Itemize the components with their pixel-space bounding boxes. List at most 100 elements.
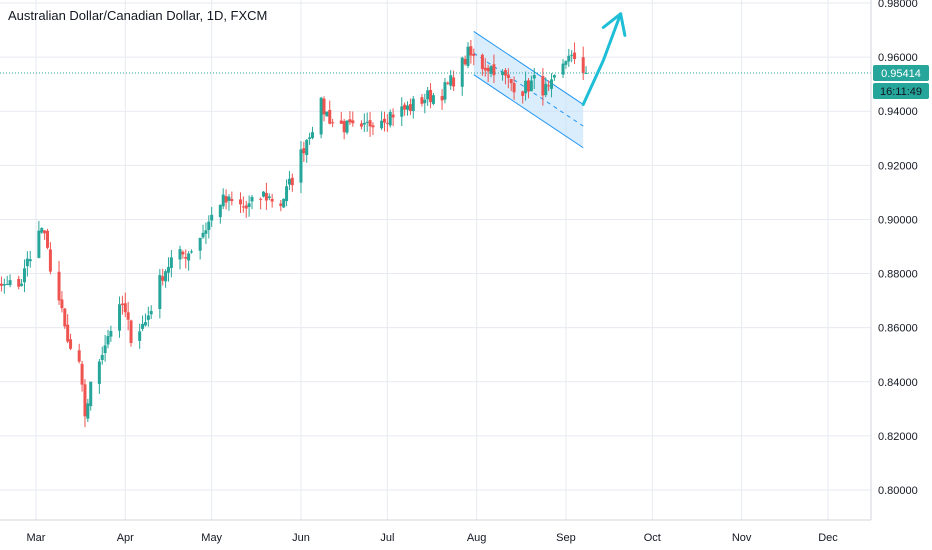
candle-body bbox=[342, 121, 346, 133]
candle-body bbox=[550, 79, 554, 89]
candle-body bbox=[339, 120, 343, 124]
price-tick-label: 0.84000 bbox=[878, 377, 918, 389]
candle-body bbox=[279, 203, 283, 206]
candle-body bbox=[331, 122, 335, 124]
last-price-tag: 0.95414 bbox=[873, 64, 929, 81]
candle-body bbox=[547, 85, 551, 87]
candle-body bbox=[308, 137, 312, 139]
candle-body bbox=[503, 70, 507, 76]
candle-body bbox=[443, 82, 447, 100]
candle-body bbox=[83, 384, 87, 417]
time-tick-label: Apr bbox=[117, 532, 134, 544]
candle-body bbox=[426, 90, 430, 100]
candle-body bbox=[250, 196, 254, 202]
candle-body bbox=[118, 304, 122, 331]
candle-body bbox=[544, 83, 548, 96]
candle-body bbox=[224, 196, 228, 203]
candle-body bbox=[259, 198, 263, 200]
time-tick-label: Aug bbox=[467, 532, 487, 544]
candle-body bbox=[164, 271, 168, 282]
candle-body bbox=[184, 256, 188, 259]
candle-body bbox=[60, 299, 64, 309]
candle-body bbox=[161, 276, 165, 281]
candle-body bbox=[227, 196, 231, 201]
candle-body bbox=[2, 284, 6, 286]
time-tick-label: Sep bbox=[556, 532, 576, 544]
candle-body bbox=[129, 320, 133, 343]
candle-body bbox=[359, 123, 363, 127]
candle-body bbox=[17, 278, 21, 287]
time-tick-label: Mar bbox=[27, 532, 46, 544]
candle-body bbox=[247, 203, 251, 207]
candle-body bbox=[80, 363, 84, 385]
candle-body bbox=[158, 275, 162, 309]
candle-body bbox=[382, 118, 386, 123]
chart-grid bbox=[0, 0, 871, 520]
candle-body bbox=[57, 271, 61, 301]
candle-body bbox=[483, 67, 487, 71]
price-tick-label: 0.92000 bbox=[878, 160, 918, 172]
candle-body bbox=[420, 97, 424, 104]
time-axis[interactable]: Mar Apr May Jun Jul Aug Sep Oct Nov Dec bbox=[27, 532, 839, 544]
candle-body bbox=[22, 268, 26, 283]
bar-countdown: 16:11:49 bbox=[880, 86, 922, 98]
candle-body bbox=[325, 111, 329, 117]
candle-body bbox=[472, 53, 476, 56]
candle-body bbox=[526, 80, 530, 92]
candle-body bbox=[570, 54, 574, 56]
candle-body bbox=[69, 339, 73, 349]
candle-body bbox=[40, 228, 44, 233]
candle-body bbox=[106, 336, 110, 345]
candle-body bbox=[322, 98, 326, 115]
candle-body bbox=[89, 381, 93, 407]
candle-body bbox=[362, 122, 366, 125]
candle-body bbox=[406, 105, 410, 110]
candle-body bbox=[561, 63, 565, 75]
candle-body bbox=[230, 199, 234, 202]
candle-body bbox=[238, 199, 242, 205]
candle-body bbox=[46, 230, 50, 248]
chart-title: Australian Dollar/Canadian Dollar, 1D, F… bbox=[8, 8, 267, 23]
candle-body bbox=[429, 89, 433, 103]
candle-body bbox=[43, 230, 47, 234]
candle-body bbox=[262, 191, 266, 197]
candle-body bbox=[264, 193, 268, 201]
candle-body bbox=[207, 221, 211, 231]
candle-body bbox=[25, 258, 29, 267]
candle-body bbox=[166, 267, 170, 273]
candle-body bbox=[463, 58, 467, 65]
candle-body bbox=[532, 75, 536, 79]
price-tick-label: 0.96000 bbox=[878, 52, 918, 64]
candle-body bbox=[452, 77, 456, 87]
candle-body bbox=[371, 125, 375, 128]
time-tick-label: Nov bbox=[732, 532, 752, 544]
candle-body bbox=[431, 95, 435, 104]
projection-arrow[interactable] bbox=[581, 12, 627, 106]
candle-body bbox=[348, 119, 352, 123]
candle-body bbox=[100, 354, 104, 361]
price-tick-label: 0.94000 bbox=[878, 106, 918, 118]
candle-body bbox=[388, 112, 392, 126]
candle-body bbox=[8, 280, 12, 286]
price-axis[interactable]: 0.80000 0.82000 0.84000 0.86000 0.88000 0.900… bbox=[878, 0, 918, 497]
candle-body bbox=[138, 331, 142, 341]
candle-body bbox=[584, 72, 588, 74]
price-tick-label: 0.82000 bbox=[878, 431, 918, 443]
candle-body bbox=[581, 57, 585, 73]
candle-body bbox=[521, 91, 525, 96]
candle-body bbox=[391, 114, 395, 118]
candle-body bbox=[446, 82, 450, 84]
candle-body bbox=[190, 251, 194, 253]
candle-body bbox=[267, 196, 271, 199]
time-tick-label: May bbox=[201, 532, 222, 544]
time-tick-label: Jun bbox=[292, 532, 310, 544]
candle-body bbox=[178, 249, 182, 260]
candle-body bbox=[466, 46, 470, 66]
candle-body bbox=[181, 251, 185, 255]
candle-body bbox=[48, 249, 52, 272]
candle-body bbox=[221, 194, 225, 207]
arrow-shaft bbox=[581, 12, 623, 106]
candle-body bbox=[201, 232, 205, 238]
candle-body bbox=[103, 345, 107, 354]
